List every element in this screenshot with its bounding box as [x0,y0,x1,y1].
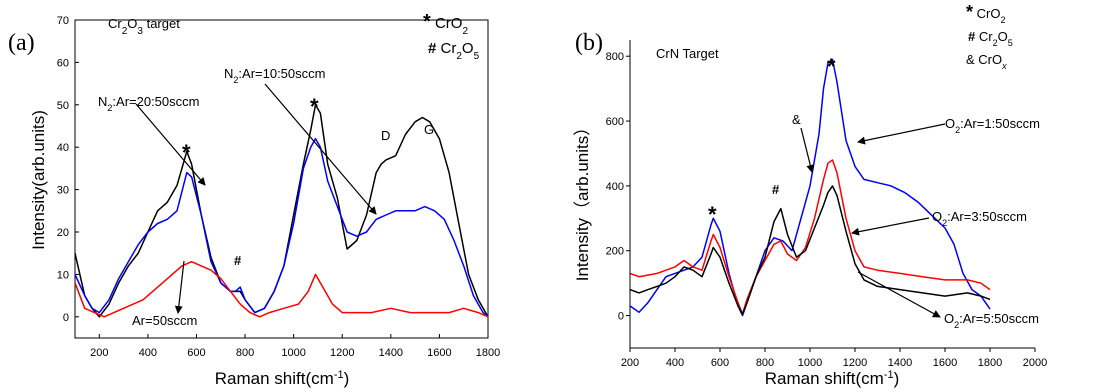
series-line-n2-ar-20-50sccm [74,104,489,318]
x-tick-label: 1200 [843,357,867,369]
panel-a-plot-frame [74,19,489,339]
x-tick-label: 1400 [379,347,403,359]
x-tick-label: 800 [236,347,254,359]
y-tick-label: 40 [57,142,69,154]
panel-b-legend-cr2o5: # Cr2O5 [968,29,1013,48]
y-tick-label: 50 [57,100,69,112]
panel-b-x-axis-label: Raman shift(cm-1) [765,369,899,388]
y-tick-label: 60 [57,57,69,69]
panel-a-peak-star-580: * [182,140,191,165]
panel-b-annotation-o2ar-1: O2:Ar=1:50sccm [945,116,1040,135]
y-tick-label: 400 [606,181,624,193]
panel-b-arrow-amp [800,127,815,173]
panel-b-peak-amp: & [792,112,801,127]
panel-b-x-ticks: 200 400 600 800 1000 1200 1400 1600 1800 2000 [621,348,1047,369]
x-tick-label: 1400 [888,357,912,369]
x-tick-label: 1000 [281,347,305,359]
panel-a-label: (a) [8,30,35,56]
panel-a-series [74,104,489,318]
x-tick-label: 400 [139,347,157,359]
y-tick-label: 0 [618,311,624,323]
panel-a-legend: * CrO2 # Cr2O5 [423,11,480,62]
panel-a-y-ticks: 0 10 20 30 40 50 60 70 [57,15,79,324]
panel-a-annotation-n2ar-10: N2:Ar=10:50sccm [224,66,325,85]
x-tick-label: 1600 [933,357,957,369]
series-line-o2-ar-5-50sccm [629,185,991,315]
panel-b-arrow-o2ar-5 [857,271,941,318]
y-tick-label: 20 [57,227,69,239]
panel-b-annotation-o2ar-3: O2:Ar=3:50sccm [932,209,1027,228]
panel-b-annotation-o2ar-5: O2:Ar=5:50sccm [944,311,1039,330]
x-tick-label: 200 [90,347,108,359]
y-tick-label: 0 [63,312,69,324]
series-line-o2-ar-3-50sccm [629,159,991,315]
series-line-ar-50sccm [74,260,489,318]
panel-a-legend-cro2: * CrO2 [423,11,468,37]
x-tick-label: 400 [666,357,684,369]
series-line-o2-ar-1-50sccm [629,58,991,317]
panel-b: 0 200 400 600 800 200 400 600 800 1000 1200 1400 16… [573,2,1047,388]
y-tick-label: 800 [606,51,624,63]
panel-b-peak-hash-870: # [772,182,780,197]
panel-b-y-axis-label: Intensity（arb.units） [573,119,592,282]
panel-b-peak-star-1100: * [827,54,836,79]
x-tick-label: 200 [621,357,639,369]
panel-b-y-ticks: 0 200 400 600 800 [606,51,630,323]
panel-a-peak-hash-760: # [234,253,242,268]
panel-a-peak-g: G [424,122,434,137]
panel-b-legend: * CrO2 # Cr2O5 & CrOx [966,2,1013,71]
panel-a-arrow-ar50 [174,260,185,314]
panel-b-arrow-o2ar-3 [851,217,930,236]
x-tick-label: 600 [187,347,205,359]
panel-a-title: Cr2O3 target [108,16,180,37]
x-tick-label: 1800 [978,357,1002,369]
panel-a-arrow-n2ar-10 [264,83,377,215]
series-line-n2-ar-10-50sccm [74,137,489,318]
panel-a-y-axis-label: Intensity(arb.units) [29,110,48,250]
x-tick-label: 1000 [798,357,822,369]
panel-b-peak-star-570: * [708,202,717,227]
panel-a-x-axis-label: Raman shift(cm-1) [215,369,349,388]
x-tick-label: 800 [756,357,774,369]
panel-b-arrow-o2ar-1 [857,123,946,145]
panel-b-legend-cro2: * CrO2 [966,2,1005,25]
panel-a-peak-star-1090: * [310,94,319,119]
panel-b-label: (b) [575,30,603,56]
y-tick-label: 600 [606,116,624,128]
panel-a-legend-cr2o5: # Cr2O5 [428,40,480,62]
panel-b-legend-crox: & CrOx [966,52,1007,71]
y-tick-label: 200 [606,246,624,258]
panel-b-series [629,58,991,317]
y-tick-label: 70 [57,15,69,27]
panel-a-annotation-ar50: Ar=50sccm [132,313,197,328]
x-tick-label: 1200 [330,347,354,359]
x-tick-label: 1800 [476,347,500,359]
x-tick-label: 1600 [427,347,451,359]
panel-a-x-ticks: 200 400 600 800 1000 1200 1400 1600 1800 [90,334,500,359]
panel-a-annotation-n2ar-20: N2:Ar=20:50sccm [98,94,199,113]
panel-a-peak-d: D [381,128,390,143]
panel-a-arrow-n2ar-20 [135,103,206,186]
x-tick-label: 600 [711,357,729,369]
y-tick-label: 30 [57,185,69,197]
y-tick-label: 10 [57,269,69,281]
panel-b-title: CrN Target [656,46,719,61]
x-tick-label: 2000 [1023,357,1047,369]
panel-a: 0 10 20 30 40 50 60 70 200 400 600 800 1000 1200 1400… [8,11,500,388]
